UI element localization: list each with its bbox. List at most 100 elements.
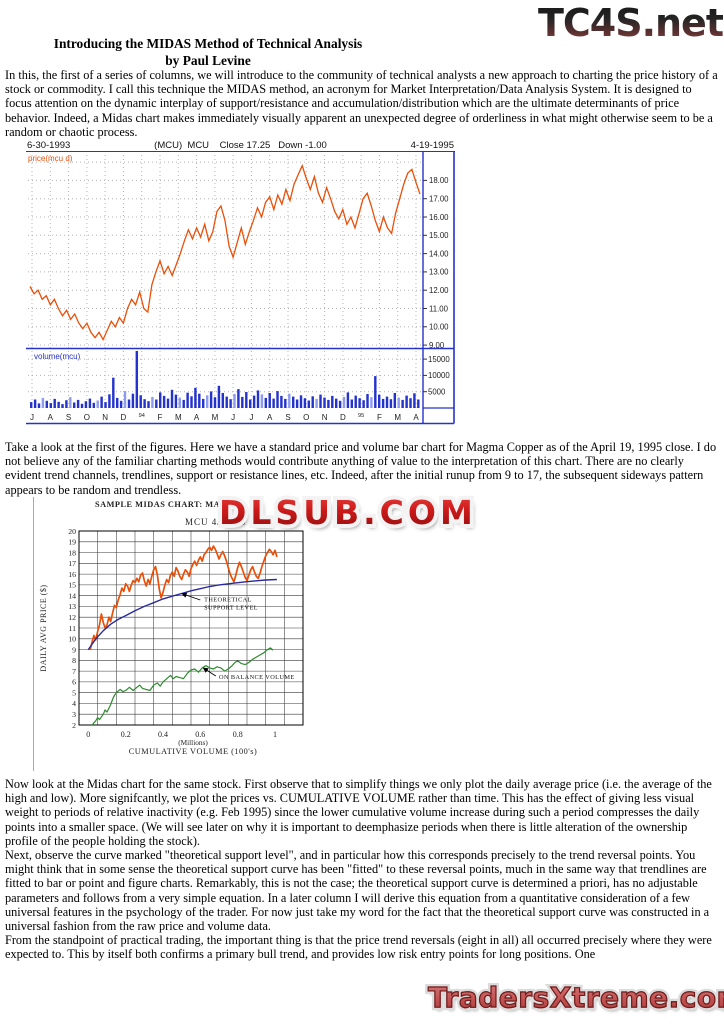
volume-bar [76, 399, 80, 408]
volume-bar [84, 401, 88, 408]
volume-bar [190, 396, 193, 408]
xaxis-month-label: S [285, 413, 290, 422]
volume-bar [393, 393, 397, 408]
y-axis-title: DAILY AVG PRICE ($) [39, 584, 48, 671]
price-line [29, 163, 421, 342]
price-ytick-label: 12.00 [429, 286, 449, 295]
volume-bar [73, 402, 76, 408]
article-title-block: Introducing the MIDAS Method of Technica… [3, 36, 413, 69]
volume-bar [198, 393, 201, 408]
annotation-label: ON BALANCE VOLUME [219, 674, 295, 681]
ytick-label: 13 [68, 602, 76, 611]
volume-bar [374, 376, 377, 408]
dlsub-watermark[interactable]: DLSUB.COM DLSUB.COM [215, 489, 509, 536]
volume-bar [221, 393, 225, 408]
volume-bar [417, 399, 420, 408]
chart-header-row: 6-30-1993 (MCU) MCU Close 17.25 Down -1.… [26, 140, 455, 152]
volume-bar [92, 402, 96, 408]
ytick-label: 7 [72, 667, 76, 676]
volume-bar [327, 399, 330, 408]
volume-bar [245, 392, 248, 408]
volume-bar [30, 402, 33, 408]
volume-bar [315, 398, 318, 408]
plot-border [78, 530, 304, 726]
price-ytick-label: 14.00 [429, 249, 449, 258]
dlsub-watermark-outline: DLSUB.COM [215, 489, 477, 536]
ytick-label: 9 [72, 645, 76, 654]
price-volume-chart-canvas: price(mcu d) volume(mcu) 18.00 17.00 16.00 15… [26, 152, 455, 425]
volume-bar [295, 399, 299, 408]
annotation-arrow [181, 592, 201, 601]
ytick-label: 17 [68, 559, 76, 568]
volume-bar [225, 396, 228, 408]
volume-bar [57, 401, 60, 408]
volume-bar [206, 395, 209, 408]
volume-bar [178, 397, 182, 408]
xaxis-month-label: M [212, 413, 219, 422]
volume-bar [65, 400, 68, 408]
volume-bar [127, 399, 131, 408]
xtick-label: 0.6 [195, 730, 205, 739]
xtick-label: 1 [273, 730, 277, 739]
volume-bar [213, 397, 217, 408]
volume-bar [241, 396, 244, 408]
price-ytick-label: 17.00 [429, 195, 449, 204]
volume-bar [338, 400, 342, 408]
volume-bar [237, 389, 240, 408]
figure1-discussion-paragraph: Take a look at the first of the figures.… [5, 440, 717, 497]
volume-bar [288, 393, 291, 408]
volume-bar [366, 394, 369, 408]
xaxis-month-label: D [121, 413, 127, 422]
volume-bar [69, 397, 72, 408]
volume-bar [319, 394, 322, 408]
xaxis-month-label: A [194, 413, 200, 422]
ytick-label: 12 [68, 613, 76, 622]
volume-bar [162, 395, 166, 408]
volume-bar [182, 399, 185, 408]
volume-bar [131, 393, 135, 408]
volume-bar [45, 400, 49, 408]
chart-end-date: 4-19-1995 [410, 140, 454, 151]
tradersxtreme-site-logo[interactable]: TradersXtreme.com TradersXtreme.com [425, 978, 724, 1021]
volume-bar [135, 351, 139, 408]
xaxis-month-label: F [158, 413, 163, 422]
volume-bar [147, 401, 150, 408]
support-curve-paragraph: Next, observe the curve marked "theoreti… [5, 848, 710, 934]
ytick-label: 2 [72, 721, 76, 730]
xtick-label: 0.2 [121, 730, 131, 739]
volume-bar [217, 385, 221, 408]
volume-ytick-label: 10000 [428, 371, 450, 380]
volume-bar [385, 396, 389, 408]
tc4s-site-logo[interactable]: TC4S.net [537, 1, 724, 45]
xaxis-month-label: 95 [358, 413, 364, 419]
volume-bar [100, 396, 103, 408]
volume-bar [229, 399, 232, 408]
volume-bar [260, 394, 264, 408]
volume-bar [209, 391, 213, 408]
volume-bar [389, 399, 393, 408]
price-pane-label: price(mcu d) [28, 154, 73, 163]
volume-bar [401, 399, 404, 408]
xaxis-month-label: J [231, 413, 235, 422]
volume-bar [405, 395, 408, 408]
ytick-label: 20 [68, 527, 76, 536]
volume-bar [303, 398, 307, 408]
volume-bar [170, 389, 174, 408]
volume-bar [276, 391, 279, 408]
volume-bar [151, 396, 154, 408]
volume-bar [342, 396, 346, 408]
xaxis-month-label: S [66, 413, 71, 422]
ytick-label: 19 [68, 538, 76, 547]
x-axis-units: (Millions) [178, 738, 208, 747]
volume-bar [49, 403, 53, 408]
price-ytick-label: 16.00 [429, 213, 449, 222]
price-ytick-label: 9.00 [429, 341, 445, 350]
analysis-paragraphs: Now look at the Midas chart for the same… [5, 777, 718, 962]
ytick-label: 11 [68, 624, 76, 633]
price-ytick-label: 11.00 [429, 304, 449, 313]
chart-quote-summary: (MCU) MCU Close 17.25 Down -1.00 [154, 140, 327, 151]
volume-bar [280, 395, 283, 408]
volume-bar [350, 399, 354, 408]
midas-chart-title: SAMPLE MIDAS CHART: MAGMA [95, 500, 242, 509]
